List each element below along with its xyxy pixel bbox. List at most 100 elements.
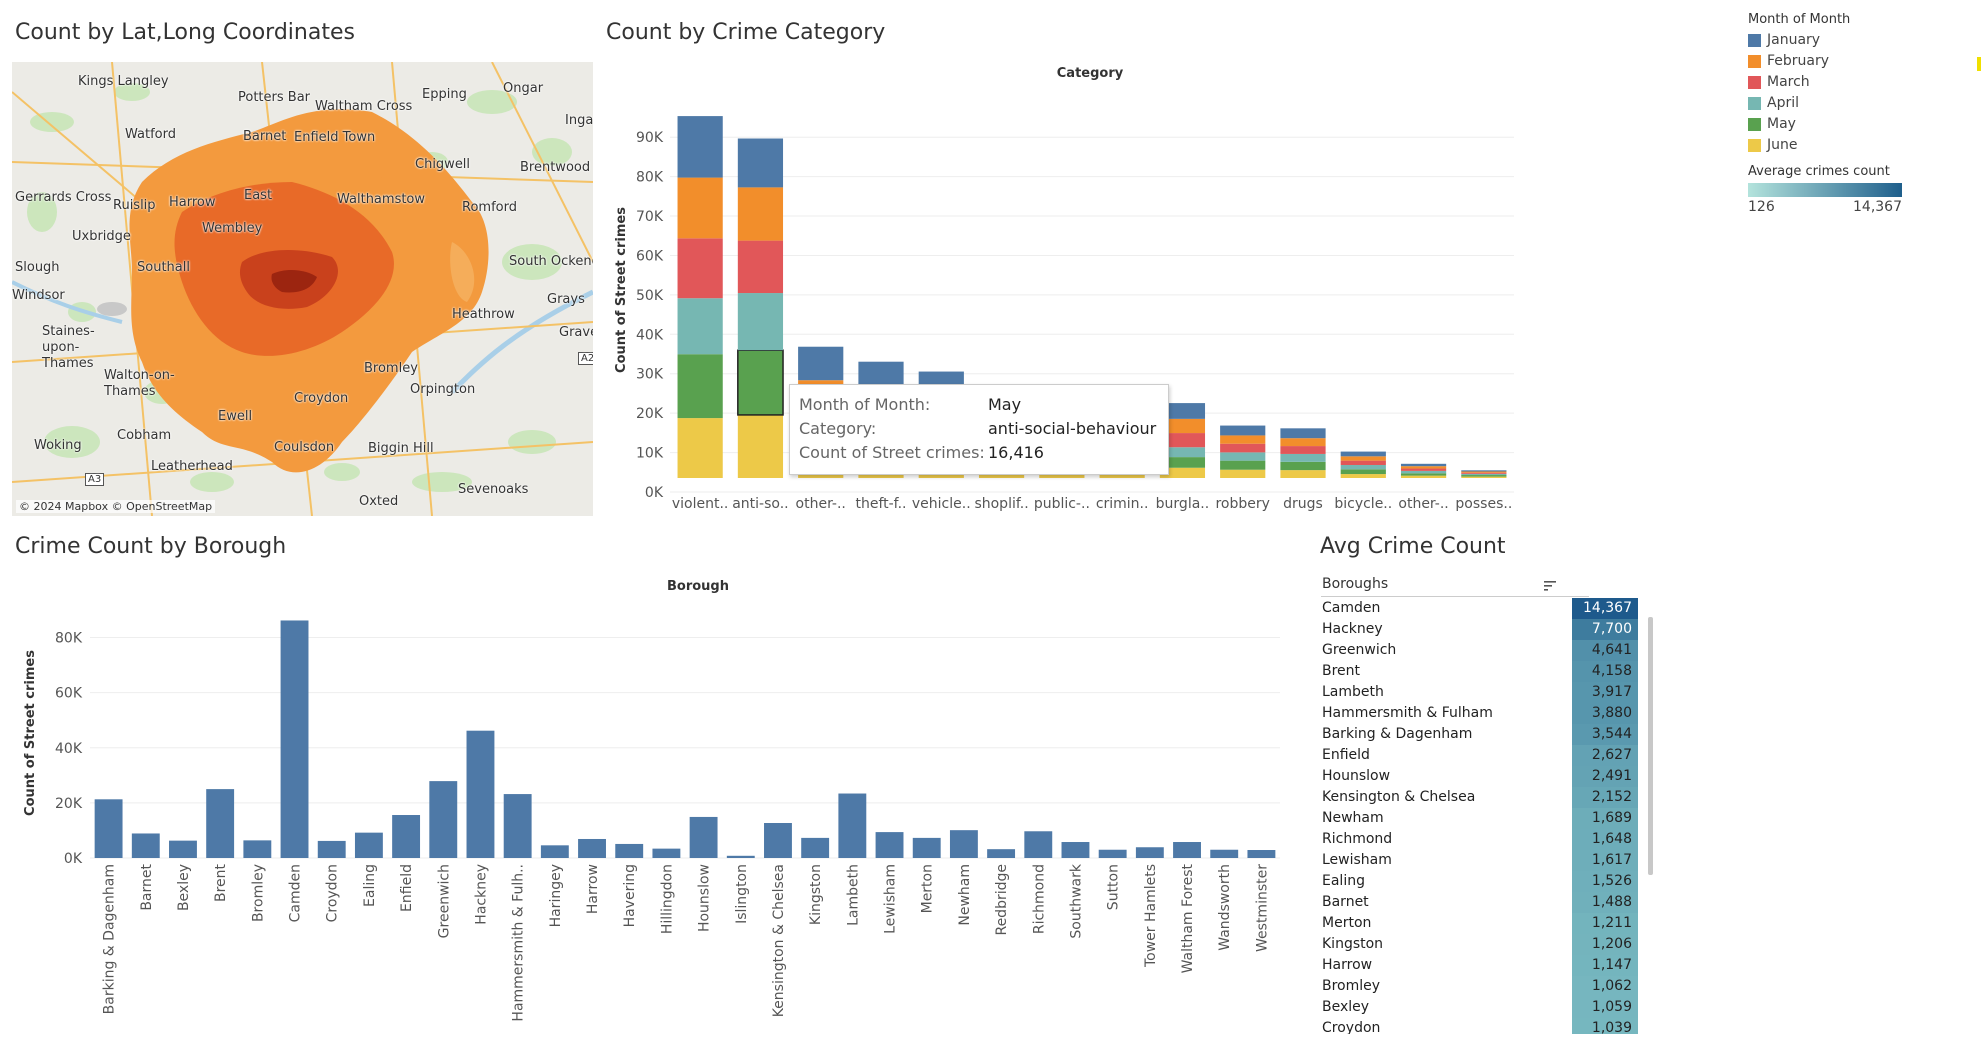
category-bar-segment[interactable] (1280, 453, 1326, 462)
category-bar-segment[interactable] (1220, 452, 1266, 461)
table-row[interactable]: Greenwich 4,641 (1318, 640, 1658, 661)
legend-item[interactable]: April (1748, 93, 1978, 114)
borough-bar[interactable] (1061, 842, 1090, 858)
table-row[interactable]: Harrow 1,147 (1318, 955, 1658, 976)
category-bar-segment[interactable] (1159, 467, 1206, 478)
category-bar-segment[interactable] (858, 361, 904, 388)
category-bar-segment[interactable] (677, 298, 723, 355)
category-bar-segment[interactable] (1220, 425, 1266, 436)
borough-bar[interactable] (652, 848, 681, 858)
borough-bar[interactable] (1024, 831, 1053, 858)
category-bar-segment[interactable] (737, 138, 784, 188)
sort-icon[interactable] (1544, 581, 1556, 591)
category-bar-segment[interactable] (1280, 461, 1326, 471)
borough-bar[interactable] (354, 832, 383, 858)
legend-item[interactable]: January (1748, 30, 1978, 51)
category-bar-segment[interactable] (737, 293, 784, 351)
borough-bar[interactable] (540, 845, 569, 858)
borough-bar[interactable] (1098, 849, 1127, 858)
category-bar-segment[interactable] (1280, 428, 1326, 439)
category-bar-segment[interactable] (677, 116, 723, 178)
category-bar-segment[interactable] (1400, 470, 1447, 474)
borough-bar[interactable] (243, 840, 272, 858)
borough-bar[interactable] (206, 789, 235, 858)
borough-bar[interactable] (801, 837, 830, 858)
category-bar-segment[interactable] (1220, 460, 1266, 470)
borough-bar[interactable] (838, 793, 867, 858)
table-row[interactable]: Lewisham 1,617 (1318, 850, 1658, 871)
borough-bar[interactable] (689, 816, 718, 858)
category-bar-segment[interactable] (1461, 470, 1507, 472)
category-bar-segment[interactable] (1461, 473, 1507, 476)
category-bar-segment[interactable] (1340, 456, 1386, 461)
category-bar-segment[interactable] (1159, 418, 1206, 434)
category-bar-segment[interactable] (1220, 435, 1266, 444)
borough-bar[interactable] (987, 849, 1016, 858)
table-row[interactable]: Merton 1,211 (1318, 913, 1658, 934)
category-bar-segment[interactable] (1400, 463, 1447, 467)
category-bar-segment[interactable] (1400, 468, 1447, 471)
category-bar-segment[interactable] (1280, 438, 1326, 447)
borough-bar[interactable] (131, 833, 160, 858)
table-row[interactable]: Lambeth 3,917 (1318, 682, 1658, 703)
legend-item[interactable]: February (1748, 51, 1978, 72)
borough-bar[interactable] (1210, 849, 1239, 858)
table-row[interactable]: Hounslow 2,491 (1318, 766, 1658, 787)
category-bar-segment[interactable] (1461, 472, 1507, 474)
borough-bar[interactable] (392, 815, 421, 858)
borough-bar[interactable] (578, 838, 606, 858)
category-bar-segment[interactable] (677, 418, 723, 478)
crime-map[interactable]: Kings Langley Potters Bar Waltham Cross … (12, 62, 593, 516)
category-bar-segment[interactable] (1461, 475, 1507, 477)
legend-item[interactable]: May (1748, 114, 1978, 135)
category-bar-segment[interactable] (1400, 466, 1447, 469)
category-bar-segment[interactable] (677, 354, 723, 419)
borough-bar[interactable] (615, 843, 644, 858)
category-bar-segment[interactable] (1340, 469, 1386, 475)
category-bar-segment[interactable] (737, 240, 784, 294)
borough-bar[interactable] (912, 837, 941, 858)
avg-crime-table[interactable]: Boroughs Camden 14,367 Hackney 7,700 Greenwi… (1318, 574, 1658, 1034)
table-row[interactable]: Barking & Dagenham 3,544 (1318, 724, 1658, 745)
borough-bar[interactable] (875, 832, 904, 858)
table-row[interactable]: Brent 4,158 (1318, 661, 1658, 682)
borough-bar[interactable] (949, 830, 978, 858)
borough-bar[interactable] (1247, 850, 1276, 858)
borough-bar[interactable] (429, 781, 458, 858)
legend-item[interactable]: June (1748, 135, 1978, 156)
category-bar-segment[interactable] (1159, 403, 1206, 419)
table-row[interactable]: Bexley 1,059 (1318, 997, 1658, 1018)
table-row[interactable]: Bromley 1,062 (1318, 976, 1658, 997)
category-bar-segment[interactable] (1280, 470, 1326, 478)
category-bar-segment[interactable] (1461, 476, 1507, 478)
borough-bar[interactable] (1173, 842, 1201, 858)
category-bar-segment[interactable] (1340, 464, 1386, 470)
borough-bar[interactable] (726, 855, 755, 858)
category-bar-segment[interactable] (677, 238, 723, 299)
table-row[interactable]: Newham 1,689 (1318, 808, 1658, 829)
category-bar-segment[interactable] (1340, 451, 1386, 457)
table-row[interactable]: Kingston 1,206 (1318, 934, 1658, 955)
table-row[interactable]: Richmond 1,648 (1318, 829, 1658, 850)
table-row[interactable]: Camden 14,367 (1318, 598, 1658, 619)
table-row[interactable]: Hammersmith & Fulham 3,880 (1318, 703, 1658, 724)
category-bar-segment[interactable] (677, 177, 723, 239)
borough-bar[interactable] (94, 799, 123, 858)
category-bar-segment[interactable] (1220, 443, 1266, 453)
table-row[interactable]: Hackney 7,700 (1318, 619, 1658, 640)
borough-bar[interactable] (317, 840, 346, 858)
category-bar-segment[interactable] (1220, 469, 1266, 478)
borough-bar[interactable] (169, 840, 197, 858)
table-row[interactable]: Croydon 1,039 (1318, 1018, 1658, 1034)
category-bar-segment[interactable] (1461, 471, 1507, 473)
category-bar-segment[interactable] (737, 349, 784, 416)
borough-chart[interactable]: Borough Count of Street crimes 0K 20K 40K 60K… (12, 570, 1312, 1037)
category-bar-segment[interactable] (798, 346, 844, 381)
category-bar-segment[interactable] (1280, 446, 1326, 454)
borough-bar[interactable] (764, 823, 792, 858)
legend-item[interactable]: March (1748, 72, 1978, 93)
table-scrollbar[interactable] (1648, 617, 1653, 875)
table-row[interactable]: Barnet 1,488 (1318, 892, 1658, 913)
category-bar-segment[interactable] (1340, 460, 1386, 465)
borough-bar[interactable] (503, 794, 532, 858)
